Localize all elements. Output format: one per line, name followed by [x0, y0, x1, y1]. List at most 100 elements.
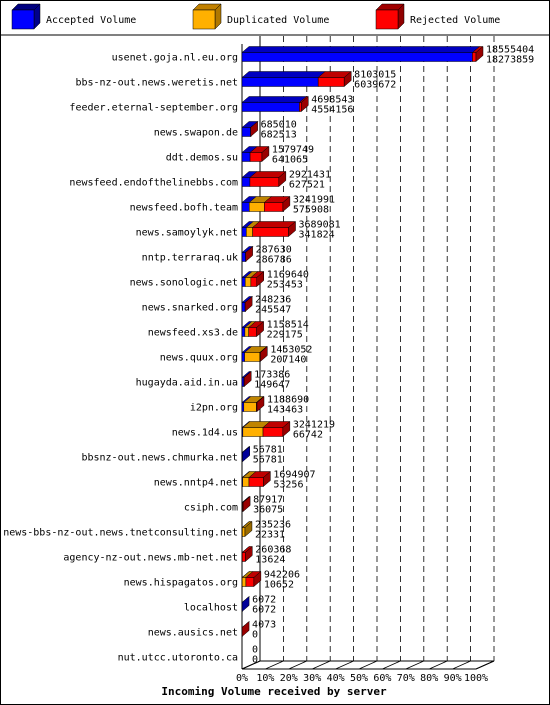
accepted-value-label: 341824	[299, 230, 335, 241]
bar-accepted	[241, 402, 245, 412]
total-value-label: 2921431	[289, 170, 331, 181]
bar-rejected-side	[241, 620, 250, 638]
legend-accepted-swatch	[11, 9, 35, 30]
bar-duplicated	[244, 327, 249, 337]
bar-rejected-side	[253, 570, 262, 588]
bar-accepted	[241, 102, 300, 112]
host-label: usenet.goja.nl.eu.org	[112, 53, 238, 64]
total-value-label: 260368	[255, 545, 291, 556]
bar-rejected-side	[288, 220, 296, 238]
bar-rejected	[245, 577, 255, 587]
total-value-label: 1694907	[273, 470, 315, 481]
bar-duplicated	[241, 577, 247, 587]
host-label: news.quux.org	[160, 353, 238, 364]
bar-rejected	[249, 177, 280, 187]
host-label: agency-nz-out.news.mb-net.net	[63, 553, 238, 564]
host-label: bbsnz-out.news.chmurka.net	[81, 453, 238, 464]
x-tick-mark	[288, 660, 307, 670]
accepted-value-label: 36075	[253, 505, 283, 516]
bar-rejected	[472, 52, 477, 62]
host-label: bbs-nz-out.news.weretis.net	[75, 78, 238, 89]
accepted-value-label: 4554156	[311, 105, 353, 116]
bar-duplicated	[244, 277, 252, 287]
bar-accepted	[241, 52, 473, 62]
bar-rejected-side	[343, 70, 352, 88]
legend-duplicated-swatch	[192, 9, 216, 30]
host-label: news.1d4.us	[172, 428, 238, 439]
host-label: news.sonologic.net	[130, 278, 238, 289]
accepted-value-label: 6072	[252, 605, 276, 616]
accepted-value-label: 207140	[270, 355, 306, 366]
total-value-label: 3241219	[293, 420, 335, 431]
bar-rejected-side	[256, 395, 265, 413]
total-value-label: 87917	[253, 495, 283, 506]
bar-accepted	[241, 327, 246, 337]
x-tick-label: 10%	[256, 673, 274, 684]
total-value-label: 942206	[264, 570, 300, 581]
accepted-value-label: 13624	[255, 555, 285, 566]
legend-duplicated-label: Duplicated Volume	[227, 15, 329, 26]
x-tick-label: 40%	[327, 673, 345, 684]
accepted-value-label: 149647	[254, 380, 290, 391]
bar-rejected-side	[245, 545, 253, 563]
accepted-value-label: 575908	[293, 205, 329, 216]
x-tick-label: 50%	[350, 673, 368, 684]
bar-duplicated	[242, 527, 246, 537]
bar-accepted	[241, 352, 245, 362]
accepted-value-label: 682513	[261, 130, 297, 141]
host-labels: usenet.goja.nl.eu.org bbs-nz-out.news.wer…	[3, 53, 238, 664]
host-label: news.swapon.de	[154, 128, 238, 139]
accepted-value-label: 10652	[264, 580, 294, 591]
legend-rejected: Rejected Volume	[375, 3, 500, 30]
bar-rejected-side	[250, 120, 258, 138]
bar-accepted-side	[241, 595, 250, 613]
host-label: news.ausics.net	[148, 628, 238, 639]
bar-accepted-side	[242, 445, 250, 463]
bar-duplicated	[246, 227, 253, 237]
total-value-label: 4698543	[311, 95, 353, 106]
bar-accepted	[241, 227, 247, 237]
bar-accepted	[241, 177, 251, 187]
host-label: newsfeed.bofh.team	[130, 203, 238, 214]
accepted-value-label: 253453	[267, 280, 303, 291]
accepted-value-label: 245547	[255, 305, 291, 316]
legend: Accepted Volume Duplicated Volume Reject…	[11, 3, 500, 30]
bar-rejected-side	[263, 470, 271, 488]
bar-accepted-top	[241, 96, 308, 103]
x-axis-title: Incoming Volume received by server	[161, 685, 387, 698]
bar-accepted-top	[241, 46, 481, 53]
bar-rejected-side	[242, 495, 251, 513]
x-tick-mark	[405, 660, 424, 670]
bar-accepted	[241, 77, 319, 87]
x-tick-mark	[312, 660, 331, 670]
x-tick-label: 0%	[236, 673, 248, 684]
total-value-label: 1188690	[267, 395, 309, 406]
x-axis: 0% 10% 20% 30% 40% 50% 60% 70% 80% 90% 100%	[236, 660, 495, 684]
host-label: nut.utcc.utoronto.ca	[118, 653, 238, 664]
bar-rejected	[299, 102, 302, 112]
host-label: localhost	[184, 603, 238, 614]
bar-rejected-side	[278, 170, 287, 188]
accepted-value-label: 22331	[255, 530, 285, 541]
bar-duplicated	[242, 427, 264, 437]
accepted-value-label: 66742	[293, 430, 323, 441]
total-value-label: 0	[252, 645, 258, 656]
bar-duplicated	[243, 402, 257, 412]
grid	[282, 36, 495, 661]
accepted-value-label: 56781	[253, 455, 283, 466]
x-tick-mark	[241, 660, 261, 670]
bar-rejected-side	[256, 320, 264, 338]
bar-accepted	[241, 252, 246, 262]
x-tick-mark	[265, 660, 284, 670]
accepted-value-label: 286786	[256, 255, 292, 266]
bar-duplicated-side	[244, 520, 253, 538]
accepted-value-label: 641065	[272, 155, 308, 166]
x-tick-mark	[475, 660, 495, 670]
bar-rejected	[248, 477, 264, 487]
host-label: feeder.eternal-september.org	[69, 103, 238, 114]
bar-duplicated	[242, 477, 250, 487]
accepted-value-label: 0	[252, 630, 258, 641]
host-label: hugayda.aid.in.ua	[136, 378, 238, 389]
host-label: news-bbs-nz-out.news.tnetconsulting.net	[3, 528, 238, 539]
total-value-label: 685010	[261, 120, 297, 131]
